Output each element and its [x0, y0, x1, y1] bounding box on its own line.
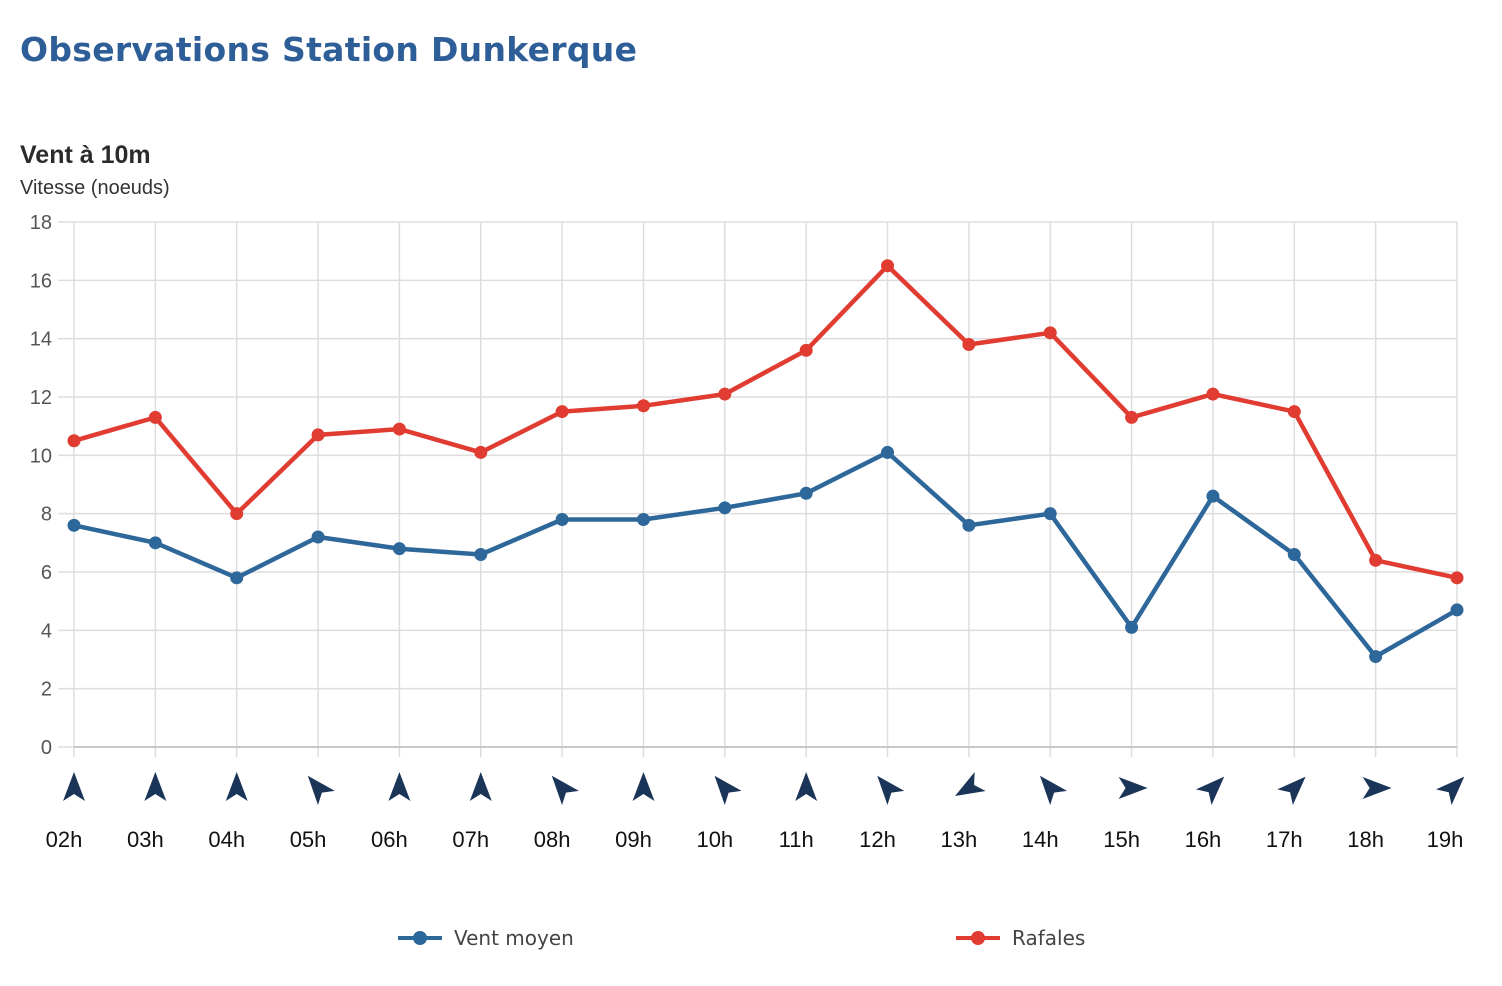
- chart-title: Vent à 10m: [20, 141, 151, 169]
- legend-label: Rafales: [1012, 926, 1086, 950]
- data-point: [555, 405, 569, 419]
- wind-arrow-icon: [955, 771, 986, 796]
- y-tick-label: 10: [30, 445, 52, 467]
- data-point: [148, 536, 162, 550]
- x-tick-label: 06h: [371, 827, 408, 852]
- page-title: Observations Station Dunkerque: [20, 30, 638, 69]
- x-tick-label: 15h: [1103, 827, 1140, 852]
- grid-lines: [58, 221, 1458, 757]
- data-point: [392, 422, 406, 436]
- x-tick-label: 05h: [290, 827, 327, 852]
- data-point: [881, 445, 895, 459]
- wind-arrow-icon: [714, 775, 742, 806]
- y-tick-label: 6: [41, 562, 52, 584]
- wind-arrow-icon: [795, 772, 818, 801]
- data-point: [1206, 387, 1220, 401]
- legend-marker-icon: [956, 931, 1000, 945]
- y-tick-label: 16: [30, 270, 52, 292]
- series-line: [71, 263, 1460, 581]
- data-point: [799, 343, 813, 357]
- data-point: [230, 571, 244, 585]
- wind-arrow-icon: [1362, 777, 1392, 799]
- x-tick-label: 19h: [1427, 827, 1464, 852]
- legend-marker-icon: [398, 931, 442, 945]
- x-tick-label: 11h: [779, 827, 814, 852]
- wind-arrow-icon: [63, 772, 85, 801]
- data-point: [311, 530, 325, 544]
- wind-arrow-icon: [632, 772, 655, 801]
- series-lines: [67, 259, 1464, 664]
- y-tick-label: 12: [30, 387, 52, 409]
- wind-arrow-icon: [388, 772, 411, 801]
- x-tick-label: 09h: [615, 827, 652, 852]
- data-point: [1450, 571, 1464, 585]
- x-tick-label: 03h: [127, 827, 164, 852]
- data-point: [1206, 489, 1220, 503]
- data-point: [1287, 405, 1301, 419]
- data-point: [962, 338, 976, 351]
- legend-item-vent-moyen[interactable]: Vent moyen: [398, 922, 574, 954]
- y-tick-label: 8: [41, 504, 52, 526]
- data-point: [311, 428, 325, 442]
- data-point: [1287, 548, 1301, 561]
- x-tick-label: 04h: [208, 827, 245, 852]
- wind-arrow-icon: [307, 775, 335, 806]
- legend-item-rafales[interactable]: Rafales: [956, 922, 1085, 954]
- data-point: [799, 486, 813, 500]
- data-point: [718, 387, 732, 401]
- data-point: [881, 259, 895, 273]
- y-tick-label: 14: [30, 329, 52, 351]
- wind-arrow-icon: [1039, 775, 1068, 806]
- x-tick-label: 07h: [452, 827, 489, 852]
- y-axis-ticks: 0 2 4 6 8 10 12 14 16 18: [30, 212, 52, 759]
- wind-arrow-icon: [225, 772, 248, 801]
- x-tick-label: 18h: [1347, 827, 1384, 852]
- x-tick-label: 12h: [859, 827, 896, 852]
- y-tick-label: 0: [41, 737, 52, 759]
- y-tick-label: 4: [41, 620, 52, 642]
- x-axis-ticks: 02h 03h 04h 05h 06h 07h 08h 09h 10h 11h 12h 13h 14h 1…: [46, 827, 1464, 852]
- series-line: [71, 450, 1460, 659]
- data-point: [555, 513, 569, 526]
- data-point: [230, 507, 244, 521]
- x-tick-label: 02h: [46, 827, 83, 852]
- x-tick-label: 08h: [534, 827, 571, 852]
- wind-arrow-icon: [877, 775, 905, 806]
- data-point: [474, 445, 488, 459]
- wind-arrow-icon: [1277, 776, 1306, 805]
- wind-arrow-icon: [1118, 777, 1148, 799]
- data-point: [474, 548, 488, 561]
- y-axis-label: Vitesse (noeuds): [20, 177, 170, 199]
- legend-label: Vent moyen: [454, 926, 574, 950]
- y-tick-label: 18: [30, 212, 52, 234]
- x-tick-label: 10h: [696, 827, 733, 852]
- data-point: [1043, 326, 1057, 340]
- data-point: [392, 542, 406, 556]
- data-point: [1043, 507, 1057, 521]
- data-point: [1369, 650, 1383, 664]
- wind-arrow-icon: [1195, 776, 1225, 805]
- data-point: [1125, 410, 1139, 424]
- data-point: [718, 501, 732, 515]
- x-tick-label: 17h: [1266, 827, 1303, 852]
- data-point: [1125, 620, 1139, 634]
- x-tick-label: 14h: [1022, 827, 1059, 852]
- wind-arrow-icon: [469, 772, 492, 801]
- wind-arrow-icon: [1436, 776, 1465, 805]
- wind-arrow-icon: [551, 775, 579, 806]
- data-point: [962, 518, 976, 532]
- data-point: [1450, 603, 1464, 617]
- data-point: [636, 399, 650, 413]
- data-point: [148, 410, 162, 424]
- x-tick-label: 13h: [941, 827, 978, 852]
- x-tick-label: 16h: [1185, 827, 1222, 852]
- data-point: [67, 434, 81, 448]
- data-point: [1369, 553, 1383, 567]
- wind-direction-row: [63, 771, 1465, 806]
- data-point: [67, 518, 81, 532]
- data-point: [636, 513, 650, 526]
- y-tick-label: 2: [41, 679, 52, 701]
- wind-arrow-icon: [144, 772, 167, 801]
